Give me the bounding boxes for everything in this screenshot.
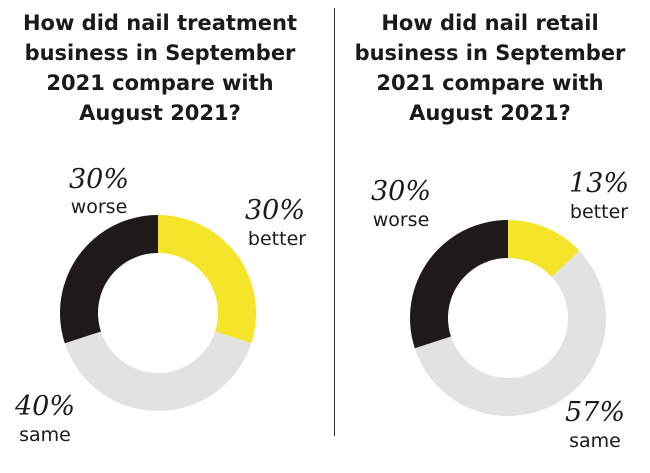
slice-value-same: 40% <box>14 391 75 422</box>
panel-divider <box>334 8 335 436</box>
slice-value-worse: 30% <box>68 164 129 195</box>
slice-value-better: 30% <box>244 195 305 226</box>
title-line-3: 2021 compare with <box>46 71 274 95</box>
title-line-4: August 2021? <box>79 101 241 125</box>
title-line-1: How did nail retail <box>381 11 599 35</box>
slice-same <box>414 250 606 417</box>
slice-label-same: same <box>19 424 71 446</box>
donut-chart <box>59 214 256 411</box>
slice-worse <box>59 214 158 344</box>
slice-value-same: 57% <box>564 397 625 428</box>
title-line-4: August 2021? <box>409 101 571 125</box>
slice-label-better: better <box>569 201 629 223</box>
chart-title: How did nail treatment business in Septe… <box>0 8 320 128</box>
slice-value-better: 13% <box>568 168 629 199</box>
slice-label-worse: worse <box>70 196 128 218</box>
chart-title: How did nail retail business in Septembe… <box>330 8 650 128</box>
title-line-2: business in September <box>24 41 296 65</box>
title-line-1: How did nail treatment <box>22 11 298 35</box>
slice-label-worse: worse <box>372 209 430 231</box>
slice-label-better: better <box>247 228 307 250</box>
slice-label-same: same <box>569 430 621 452</box>
chart-panel-retail: How did nail retail business in Septembe… <box>330 0 650 473</box>
donut-chart <box>410 220 606 417</box>
title-line-3: 2021 compare with <box>376 71 604 95</box>
slice-worse <box>410 220 508 349</box>
slice-better <box>158 215 256 344</box>
slice-same <box>64 331 252 411</box>
chart-panel-treatment: How did nail treatment business in Septe… <box>0 0 320 473</box>
slice-better <box>508 220 580 277</box>
title-line-2: business in September <box>354 41 626 65</box>
slice-value-worse: 30% <box>370 176 431 207</box>
